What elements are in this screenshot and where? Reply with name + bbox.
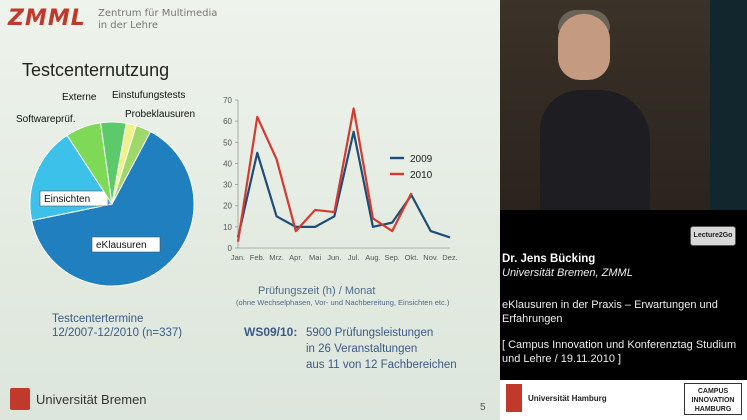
y-tick-label: 50 (223, 138, 232, 147)
x-tick-label: Jan. (231, 253, 245, 262)
slide-page-number: 5 (480, 402, 486, 413)
ws-label: WS09/10: (244, 325, 298, 339)
zmml-logo: ZMML Zentrum für Multimedia in der Lehre (8, 6, 217, 31)
line-chart-caption: Prüfungszeit (h) / Monat (258, 285, 376, 297)
y-tick-label: 60 (223, 117, 232, 126)
slide-title: Testcenternutzung (22, 60, 170, 80)
event-name: [ Campus Innovation und Konferenztag Stu… (502, 339, 737, 365)
campus-innovation-logo: CAMPUS INNOVATION HAMBURG (684, 383, 742, 415)
speaker-affiliation: Universität Bremen, ZMML (502, 267, 633, 279)
x-tick-label: Feb. (250, 253, 265, 262)
pie-label-probeklausuren: Probeklausuren (125, 109, 195, 120)
zmml-logo-mark: ZMML (8, 6, 86, 31)
presentation-slide: ZMML Zentrum für Multimedia in der Lehre… (0, 0, 500, 420)
lecture2go-badge[interactable]: Lecture2Go (690, 226, 736, 246)
x-tick-label: Aug. (365, 253, 380, 262)
series-line-2009 (236, 130, 451, 239)
pie-label-box (91, 236, 161, 253)
pie-label-externe: Externe (62, 92, 97, 103)
universitaet-hamburg-logo: Universität Hamburg (506, 384, 607, 412)
speaker-body (540, 90, 650, 220)
legend-label-2010: 2010 (410, 170, 433, 181)
y-tick-label: 70 (223, 96, 232, 105)
x-tick-label: Apr. (289, 253, 302, 262)
line-chart-subcaption: (ohne Wechselphasen, Vor- und Nachbereit… (236, 298, 450, 307)
pie-label-eklausuren: eKlausuren (96, 240, 147, 251)
footer-bar (500, 380, 747, 420)
pie-label-einsichten: Einsichten (44, 194, 90, 205)
legend-label-2009: 2009 (410, 154, 433, 165)
video-background-edge (710, 0, 747, 210)
x-tick-label: Jul. (348, 253, 360, 262)
ws-details: 5900 Prüfungsleistungen in 26 Veranstalt… (306, 327, 457, 371)
speaker-head (558, 14, 610, 80)
pie-chart-caption: Testcentertermine 12/2007-12/2010 (n=337… (52, 313, 183, 339)
x-tick-label: Mrz. (269, 253, 284, 262)
zmml-logo-subtitle: Zentrum für Multimedia in der Lehre (98, 8, 218, 31)
x-tick-label: Mai (309, 253, 321, 262)
hamburg-emblem-icon (506, 384, 522, 412)
line-chart: 0 10 20 30 40 50 60 70 Jan. Feb. Mrz. Apr. Mai Jun. Ju… (223, 96, 458, 262)
x-tick-label: Okt. (405, 253, 419, 262)
pie-chart: eKlausuren Einsichten Softwareprüf. Externe… (16, 90, 195, 287)
university-bremen-logo: Universität Bremen (10, 388, 147, 410)
x-tick-label: Jun. (327, 253, 341, 262)
speaker-name: Dr. Jens Bücking (502, 253, 596, 265)
x-tick-label: Nov. (423, 253, 438, 262)
talk-title: eKlausuren in der Praxis – Erwartungen u… (502, 299, 718, 325)
pie-slice-probeklausuren (111, 125, 152, 205)
x-tick-label: Dez. (442, 253, 457, 262)
x-tick-label: Sep. (384, 253, 399, 262)
y-tick-label: 0 (228, 244, 233, 253)
y-tick-label: 20 (223, 202, 232, 211)
y-tick-label: 30 (223, 181, 232, 190)
pie-label-einstufungstests: Einstufungstests (112, 90, 185, 101)
y-tick-label: 40 (223, 159, 232, 168)
pie-label-softwarepr-f-: Softwareprüf. (16, 114, 75, 125)
y-tick-label: 10 (223, 223, 232, 232)
series-line-2010 (236, 107, 413, 242)
bremen-emblem-icon (10, 388, 30, 410)
